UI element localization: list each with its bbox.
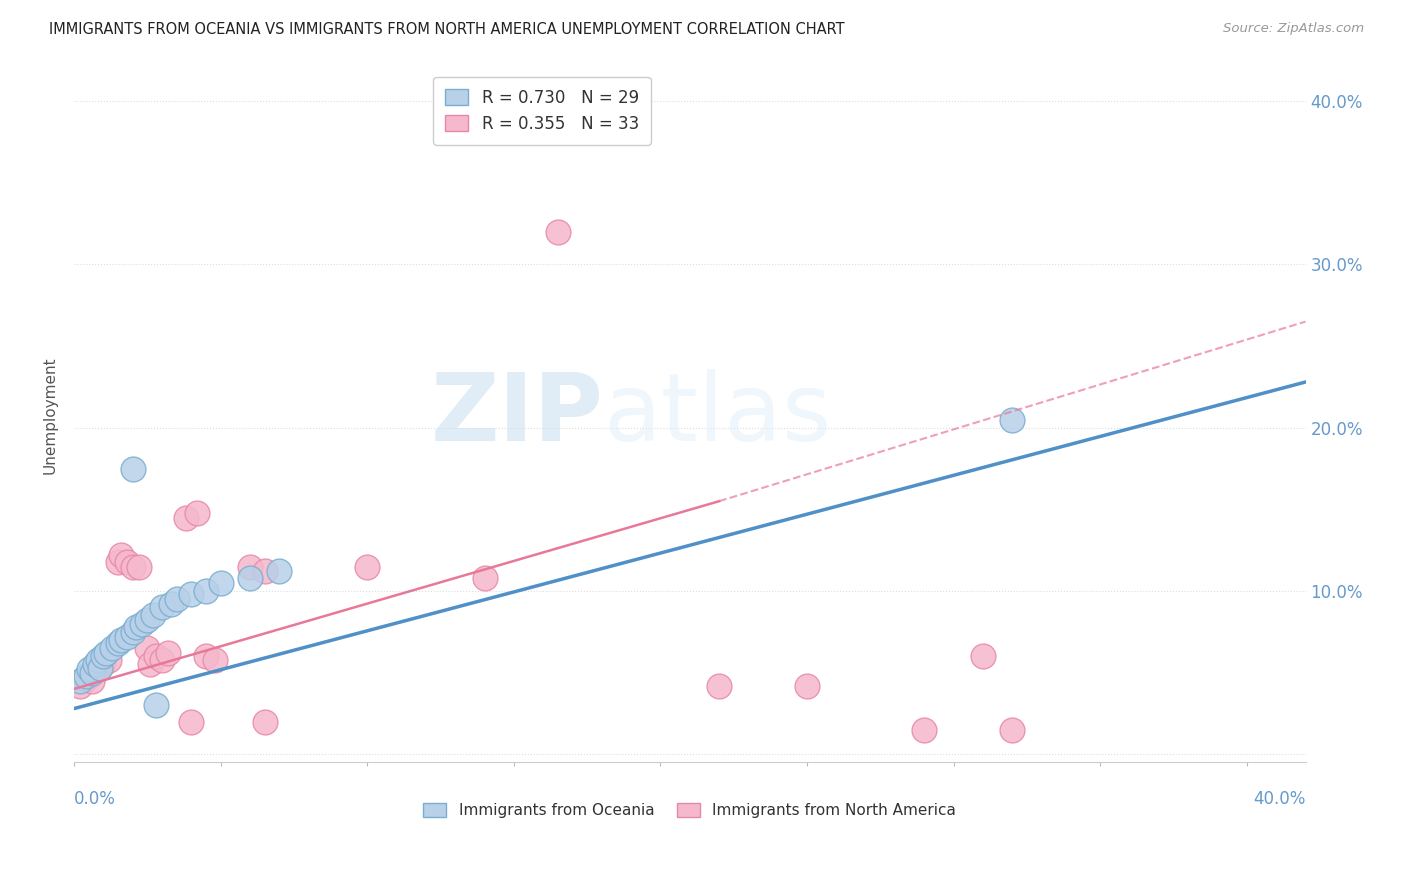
Point xyxy=(128,559,150,574)
Point xyxy=(253,714,276,729)
Point xyxy=(86,652,108,666)
Point xyxy=(912,723,935,737)
Text: 0.0%: 0.0% xyxy=(75,790,115,808)
Text: IMMIGRANTS FROM OCEANIA VS IMMIGRANTS FROM NORTH AMERICA UNEMPLOYMENT CORRELATIO: IMMIGRANTS FROM OCEANIA VS IMMIGRANTS FR… xyxy=(49,22,845,37)
Point xyxy=(174,510,197,524)
Point xyxy=(115,630,138,644)
Point xyxy=(121,624,143,639)
Text: ZIP: ZIP xyxy=(430,369,603,461)
Point xyxy=(269,565,291,579)
Point xyxy=(124,620,146,634)
Point xyxy=(166,592,188,607)
Point xyxy=(186,506,208,520)
Point xyxy=(136,641,159,656)
Point xyxy=(707,679,730,693)
Point xyxy=(204,652,226,666)
Point xyxy=(93,649,115,664)
Point xyxy=(239,559,262,574)
Point xyxy=(80,665,103,680)
Point xyxy=(121,559,143,574)
Point xyxy=(145,649,167,664)
Point xyxy=(356,559,378,574)
Point xyxy=(96,646,118,660)
Point xyxy=(131,616,153,631)
Text: 40.0%: 40.0% xyxy=(1253,790,1306,808)
Point xyxy=(110,548,132,562)
Legend: Immigrants from Oceania, Immigrants from North America: Immigrants from Oceania, Immigrants from… xyxy=(418,797,962,824)
Point xyxy=(75,669,97,683)
Point xyxy=(796,679,818,693)
Point xyxy=(93,657,115,672)
Point xyxy=(83,657,105,672)
Point xyxy=(115,555,138,569)
Point xyxy=(1001,723,1024,737)
Point xyxy=(972,649,994,664)
Point xyxy=(160,597,183,611)
Point xyxy=(180,587,202,601)
Point xyxy=(75,672,97,686)
Point xyxy=(474,571,496,585)
Point xyxy=(547,225,569,239)
Point xyxy=(69,679,91,693)
Text: atlas: atlas xyxy=(603,369,832,461)
Point xyxy=(77,669,100,683)
Point xyxy=(209,575,232,590)
Point xyxy=(142,608,165,623)
Point xyxy=(139,657,162,672)
Point xyxy=(1001,412,1024,426)
Point xyxy=(77,662,100,676)
Point xyxy=(150,600,173,615)
Point xyxy=(69,673,91,688)
Text: Source: ZipAtlas.com: Source: ZipAtlas.com xyxy=(1223,22,1364,36)
Point xyxy=(156,646,179,660)
Point xyxy=(239,571,262,585)
Point xyxy=(89,661,111,675)
Point xyxy=(150,652,173,666)
Point xyxy=(107,555,129,569)
Point xyxy=(98,652,121,666)
Point xyxy=(107,636,129,650)
Point xyxy=(80,673,103,688)
Point xyxy=(145,698,167,713)
Point xyxy=(121,461,143,475)
Point xyxy=(101,641,124,656)
Y-axis label: Unemployment: Unemployment xyxy=(44,357,58,475)
Point xyxy=(136,614,159,628)
Point xyxy=(195,649,218,664)
Point xyxy=(253,565,276,579)
Point xyxy=(180,714,202,729)
Point xyxy=(195,584,218,599)
Point xyxy=(86,662,108,676)
Point xyxy=(110,632,132,647)
